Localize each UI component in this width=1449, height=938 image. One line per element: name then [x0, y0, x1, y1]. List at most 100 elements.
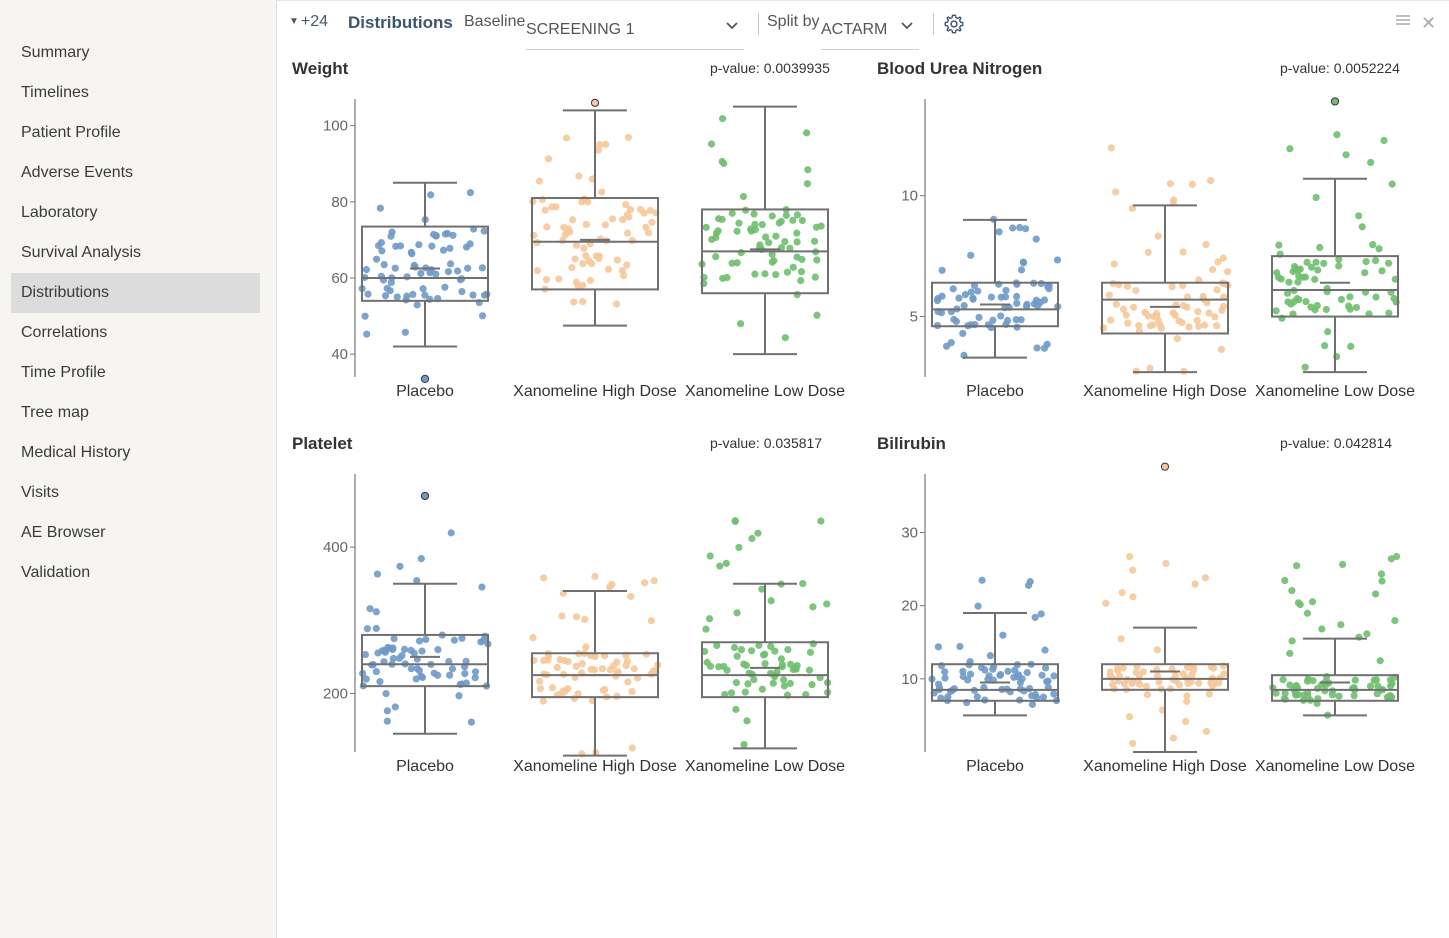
data-point: [447, 529, 455, 537]
chart-panel-weight: Weight p-value: 0.0039935 40 60 80 100 Placebo…: [292, 59, 862, 404]
data-point: [737, 646, 746, 654]
data-point: [1122, 311, 1130, 319]
data-point: [581, 615, 589, 624]
box-iqr: [361, 225, 489, 302]
data-point: [1314, 266, 1322, 274]
split-select[interactable]: ACTARM: [821, 13, 919, 50]
baseline-select[interactable]: SCREENING 1: [526, 13, 744, 50]
data-point: [1320, 259, 1328, 268]
data-point: [750, 210, 758, 218]
data-point: [747, 647, 756, 655]
data-point: [1313, 684, 1322, 693]
data-point: [1363, 630, 1371, 638]
category-label: Placebo: [966, 383, 1024, 400]
data-point: [1347, 342, 1355, 350]
data-point: [755, 641, 763, 649]
data-point: [422, 635, 430, 644]
close-icon[interactable]: ✕: [1421, 13, 1437, 33]
data-point: [1300, 691, 1308, 699]
sidebar-item-medical-history[interactable]: Medical History: [21, 444, 131, 461]
data-point: [1018, 675, 1026, 683]
category-label: Xanomeline Low Dose: [685, 758, 845, 775]
sidebar-item-time-profile[interactable]: Time Profile: [21, 364, 106, 381]
data-point: [591, 653, 599, 661]
data-point: [1179, 248, 1187, 256]
data-point: [732, 705, 740, 714]
gear-icon[interactable]: [943, 13, 965, 35]
collapse-toggle[interactable]: ▼ +24: [289, 13, 328, 31]
data-point: [1392, 552, 1401, 561]
sidebar-item-survival-analysis[interactable]: Survival Analysis: [21, 244, 142, 261]
data-point: [1385, 259, 1393, 267]
data-point: [382, 690, 390, 698]
data-point: [1303, 609, 1312, 617]
sidebar-item-ae-browser[interactable]: AE Browser: [21, 524, 106, 541]
sidebar-item-tree-map[interactable]: Tree map: [21, 404, 89, 421]
data-point: [1009, 224, 1017, 232]
data-point: [768, 250, 776, 258]
data-point: [1016, 223, 1024, 232]
data-point: [758, 221, 766, 229]
data-point: [443, 229, 452, 238]
data-point: [1017, 316, 1025, 324]
data-point: [782, 211, 790, 219]
data-point: [712, 229, 721, 237]
points-placebo: [358, 189, 491, 384]
data-point: [798, 255, 806, 264]
data-point: [1342, 151, 1350, 159]
data-point: [1182, 717, 1190, 726]
data-point: [430, 669, 438, 677]
data-point: [455, 692, 463, 700]
data-point: [1183, 692, 1191, 700]
data-point: [803, 129, 811, 137]
sidebar-item-summary[interactable]: Summary: [21, 44, 90, 61]
data-point: [1311, 275, 1319, 283]
y-tick-label: 20: [901, 598, 918, 615]
data-point: [969, 295, 977, 303]
sidebar-item-correlations[interactable]: Correlations: [21, 324, 108, 341]
sidebar-item-patient-profile[interactable]: Patient Profile: [21, 124, 121, 141]
data-point: [797, 277, 805, 285]
data-point: [978, 576, 986, 584]
data-point: [743, 717, 751, 725]
data-point: [1132, 367, 1140, 375]
sidebar-item-visits[interactable]: Visits: [21, 484, 59, 501]
points-placebo: [933, 215, 1062, 360]
hamburger-icon[interactable]: [1395, 13, 1411, 27]
data-point: [622, 201, 630, 209]
data-point: [572, 241, 581, 249]
data-point: [1157, 324, 1166, 332]
data-point: [765, 239, 773, 247]
data-point: [943, 342, 951, 350]
data-point: [733, 652, 741, 660]
sidebar-item-timelines[interactable]: Timelines: [21, 84, 89, 101]
data-point: [1028, 700, 1037, 708]
data-point: [645, 229, 653, 237]
data-point: [647, 617, 655, 625]
data-point: [1321, 342, 1329, 350]
sidebar-item-laboratory[interactable]: Laboratory: [21, 204, 98, 221]
data-point: [1388, 679, 1396, 688]
data-point: [941, 668, 949, 676]
data-point: [1118, 588, 1126, 597]
data-point: [736, 320, 745, 328]
data-point: [426, 269, 434, 277]
sidebar-item-validation[interactable]: Validation: [21, 564, 91, 581]
category-label: Xanomeline High Dose: [513, 758, 677, 775]
data-point: [735, 543, 743, 552]
data-point: [1358, 223, 1366, 231]
data-point: [561, 687, 569, 695]
data-point: [536, 685, 545, 693]
data-point: [391, 703, 399, 711]
data-point: [1129, 303, 1138, 311]
box-iqr: [931, 663, 1059, 702]
category-label: Xanomeline Low Dose: [1255, 758, 1415, 775]
sidebar-item-distributions[interactable]: Distributions: [11, 273, 260, 313]
data-point: [1277, 275, 1285, 283]
data-point: [1002, 286, 1010, 295]
baseline-value: SCREENING 1: [526, 21, 635, 38]
sidebar-item-adverse-events[interactable]: Adverse Events: [21, 164, 134, 181]
data-point: [1391, 616, 1399, 625]
data-point: [444, 268, 453, 276]
split-value: ACTARM: [821, 21, 888, 38]
